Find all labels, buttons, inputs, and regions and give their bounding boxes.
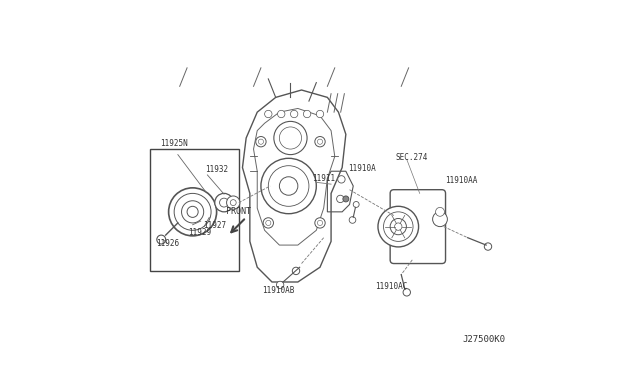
Circle shape	[274, 121, 307, 155]
Text: 11925N: 11925N	[161, 139, 188, 148]
Circle shape	[280, 127, 301, 149]
Text: FRONT: FRONT	[227, 207, 252, 217]
Text: 11929: 11929	[188, 228, 211, 237]
Bar	[150, 149, 239, 271]
Text: 11910AB: 11910AB	[262, 286, 295, 295]
Circle shape	[315, 218, 325, 228]
Circle shape	[278, 110, 285, 118]
Circle shape	[174, 193, 211, 230]
Circle shape	[436, 208, 444, 216]
Circle shape	[395, 223, 402, 230]
Circle shape	[187, 206, 198, 217]
Circle shape	[337, 195, 344, 203]
Circle shape	[215, 193, 233, 212]
Circle shape	[303, 110, 311, 118]
Circle shape	[227, 196, 240, 209]
Circle shape	[383, 212, 413, 241]
Circle shape	[157, 235, 166, 244]
Circle shape	[378, 206, 419, 247]
Circle shape	[353, 202, 359, 208]
Circle shape	[261, 158, 316, 214]
Circle shape	[182, 201, 204, 223]
Text: 11932: 11932	[205, 165, 228, 174]
Circle shape	[256, 137, 266, 147]
Circle shape	[292, 267, 300, 275]
Circle shape	[390, 218, 406, 235]
Circle shape	[484, 243, 492, 250]
Circle shape	[403, 289, 410, 296]
Text: 11927: 11927	[203, 221, 226, 230]
Circle shape	[220, 198, 228, 207]
Circle shape	[317, 220, 323, 225]
Circle shape	[315, 137, 325, 147]
Text: 11926: 11926	[156, 239, 179, 248]
Text: J27500K0: J27500K0	[462, 335, 505, 344]
Text: 11910AA: 11910AA	[445, 176, 478, 185]
Circle shape	[349, 217, 356, 223]
Circle shape	[168, 188, 216, 236]
Circle shape	[433, 212, 447, 227]
Text: SEC.274: SEC.274	[396, 153, 428, 162]
Circle shape	[280, 177, 298, 195]
Circle shape	[338, 176, 345, 183]
Circle shape	[268, 166, 309, 206]
Circle shape	[276, 281, 284, 289]
Text: 11910A: 11910A	[348, 164, 376, 173]
Circle shape	[264, 110, 272, 118]
Circle shape	[316, 110, 324, 118]
Text: 11910AC: 11910AC	[374, 282, 407, 291]
Circle shape	[259, 139, 264, 144]
Text: 11911: 11911	[312, 174, 335, 183]
Circle shape	[263, 218, 273, 228]
Circle shape	[317, 139, 323, 144]
Circle shape	[343, 196, 349, 202]
Circle shape	[266, 220, 271, 225]
Circle shape	[230, 200, 236, 206]
FancyBboxPatch shape	[390, 190, 445, 263]
Circle shape	[291, 110, 298, 118]
